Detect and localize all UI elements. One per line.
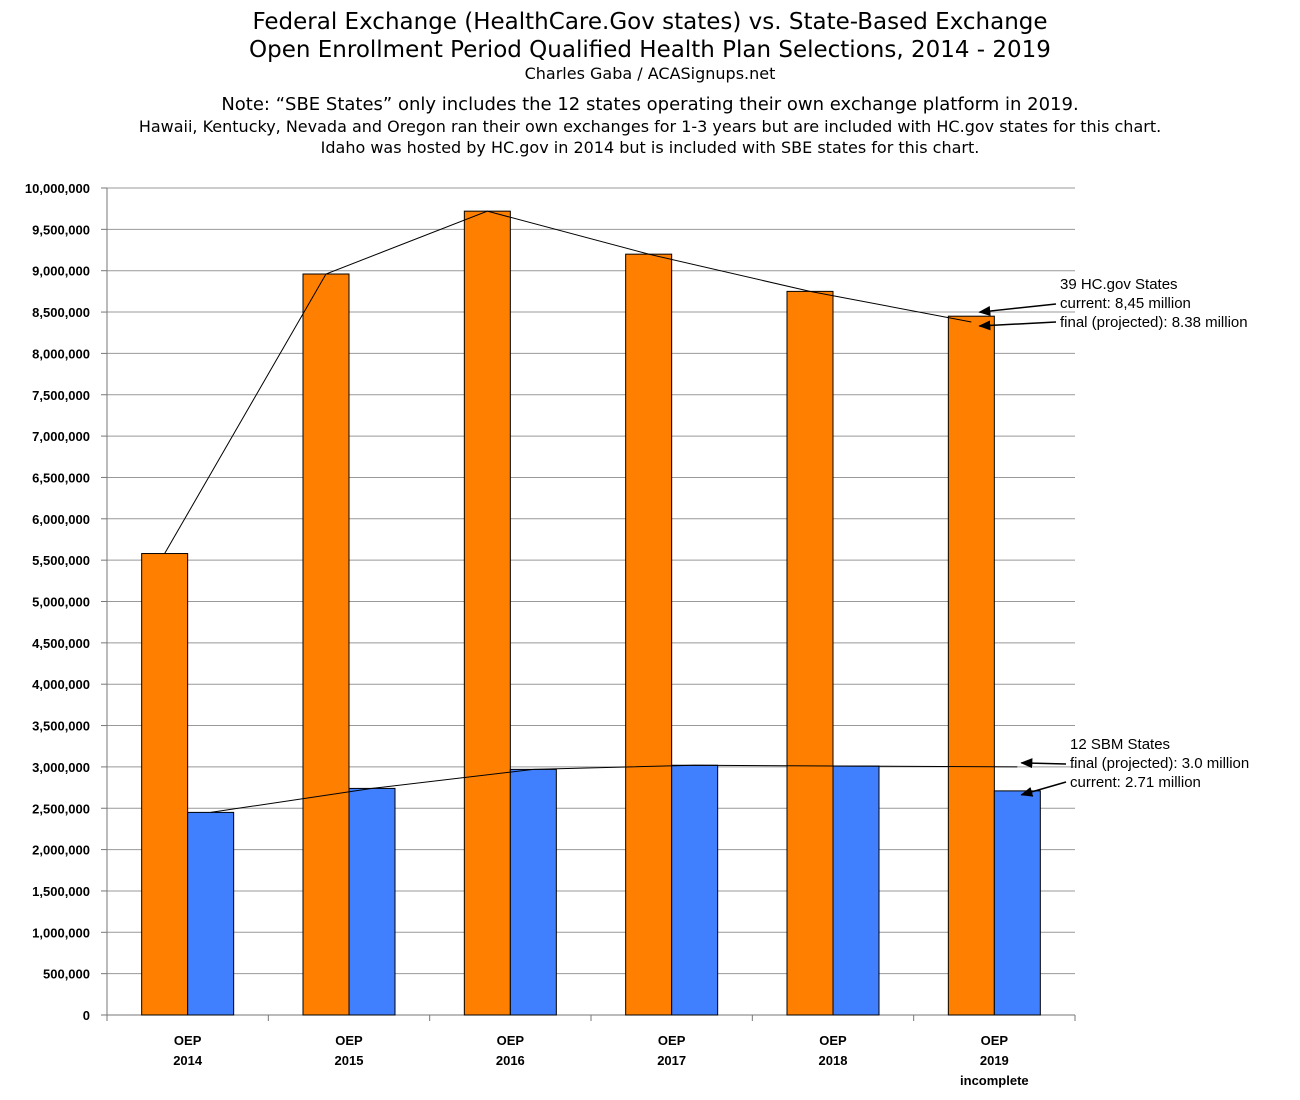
x-tick-label: OEP [174, 1033, 202, 1048]
chart-title: Federal Exchange (HealthCare.Gov states)… [249, 9, 1051, 63]
y-tick-label: 8,000,000 [32, 346, 90, 361]
bar-hcgov [625, 253, 673, 1016]
bar-sbm [993, 790, 1041, 1016]
sbm-arrow [1020, 781, 1067, 797]
bar-sbm [832, 765, 880, 1016]
sbm-annotation-text: 12 SBM States [1070, 736, 1170, 753]
sbm-arrow [1020, 758, 1067, 769]
y-tick-label: 9,500,000 [32, 222, 90, 237]
y-tick-label: 1,000,000 [32, 925, 90, 940]
bar-hcgov [947, 315, 995, 1016]
y-tick-label: 3,500,000 [32, 719, 90, 734]
hcgov-arrow [978, 303, 1057, 316]
hcgov-annotation-text: current: 8,45 million [1060, 295, 1191, 312]
bar-hcgov [463, 210, 511, 1016]
x-tick-label: OEP [658, 1033, 686, 1048]
y-tick-label: 2,500,000 [32, 801, 90, 816]
hcgov-annotation-text: 39 HC.gov States [1060, 276, 1178, 293]
x-tick-label: OEP [335, 1033, 363, 1048]
x-tick-label: OEP [981, 1033, 1009, 1048]
bar-sbm [509, 768, 557, 1016]
x-tick-label: incomplete [960, 1073, 1029, 1088]
y-tick-label: 0 [83, 1008, 90, 1023]
x-tick-label: 2018 [819, 1053, 848, 1068]
sbm-annotation-text: current: 2.71 million [1070, 774, 1201, 791]
x-tick-label: OEP [819, 1033, 847, 1048]
y-tick-label: 5,500,000 [32, 553, 90, 568]
x-tick-label: 2017 [657, 1053, 686, 1068]
y-tick-label: 4,000,000 [32, 677, 90, 692]
y-tick-label: 5,000,000 [32, 595, 90, 610]
hcgov-arrow [978, 320, 1057, 331]
y-tick-label: 7,500,000 [32, 388, 90, 403]
trend-line-hcgov [164, 210, 972, 554]
x-tick-label: 2014 [173, 1053, 203, 1068]
chart-note-main: Note: “SBE States” only includes the 12 … [221, 94, 1079, 115]
y-tick-label: 6,500,000 [32, 470, 90, 485]
y-tick-label: 10,000,000 [25, 181, 90, 196]
y-tick-label: 6,000,000 [32, 512, 90, 527]
y-tick-label: 4,500,000 [32, 636, 90, 651]
y-tick-label: 9,000,000 [32, 264, 90, 279]
bar-sbm [671, 764, 719, 1016]
bar-hcgov [141, 553, 189, 1016]
sbm-annotation-text: final (projected): 3.0 million [1070, 755, 1249, 772]
chart-note-line: Hawaii, Kentucky, Nevada and Oregon ran … [138, 117, 1162, 136]
y-tick-label: 7,000,000 [32, 429, 90, 444]
bar-hcgov [786, 290, 834, 1016]
y-tick-label: 500,000 [43, 967, 90, 982]
chart-byline: Charles Gaba / ACASignups.net [524, 64, 776, 83]
chart-note-line: Idaho was hosted by HC.gov in 2014 but i… [320, 138, 980, 157]
hcgov-annotation-text: final (projected): 8.38 million [1060, 314, 1248, 331]
x-tick-label: 2015 [335, 1053, 364, 1068]
bar-hcgov [302, 273, 350, 1016]
x-tick-label: OEP [497, 1033, 525, 1048]
y-tick-label: 1,500,000 [32, 884, 90, 899]
x-tick-label: 2016 [496, 1053, 525, 1068]
bar-sbm [187, 811, 235, 1016]
y-tick-label: 3,000,000 [32, 760, 90, 775]
y-tick-label: 8,500,000 [32, 305, 90, 320]
x-tick-label: 2019 [980, 1053, 1009, 1068]
bar-sbm [348, 787, 396, 1016]
chart-header: Federal Exchange (HealthCare.Gov states)… [0, 8, 1300, 158]
trend-line-sbm [210, 764, 1018, 813]
y-tick-label: 2,000,000 [32, 843, 90, 858]
